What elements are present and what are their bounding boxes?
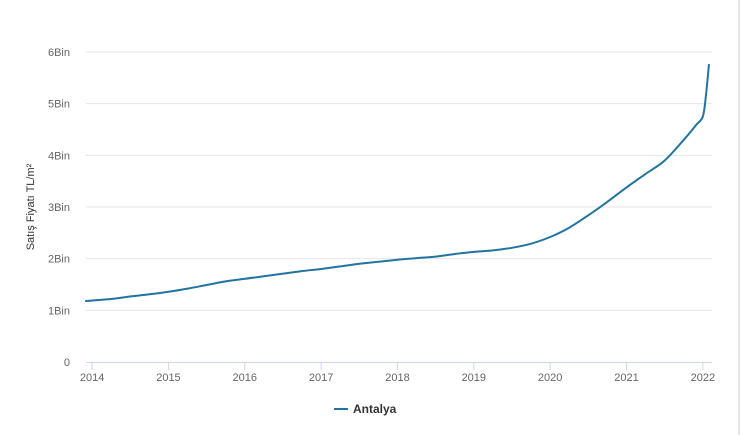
y-axis-tick-labels: 0 1Bin 2Bin 3Bin 4Bin 5Bin 6Bin [48, 47, 70, 369]
legend[interactable]: Antalya [334, 402, 397, 416]
y-tick-label: 1Bin [48, 305, 70, 317]
y-axis-label: Satış Fiyatı TL/m² [25, 163, 37, 250]
x-tick-label: 2022 [691, 372, 715, 384]
x-tick-label: 2020 [538, 372, 562, 384]
legend-label[interactable]: Antalya [353, 402, 397, 416]
x-tick-label: 2014 [80, 372, 104, 384]
x-tick-label: 2019 [462, 372, 486, 384]
y-tick-label: 3Bin [48, 202, 70, 214]
series-line-antalya[interactable] [85, 63, 710, 302]
y-tick-label: 2Bin [48, 254, 70, 266]
y-tick-label: 0 [64, 357, 70, 369]
x-tick-label: 2017 [309, 372, 333, 384]
x-tick-label: 2021 [614, 372, 638, 384]
x-axis [86, 362, 712, 370]
x-axis-tick-labels: 2014 2015 2016 2017 2018 2019 2020 2021 2022 [80, 372, 715, 384]
x-tick-label: 2016 [233, 372, 257, 384]
y-tick-label: 4Bin [48, 150, 70, 162]
series-layer [85, 63, 710, 302]
y-tick-label: 5Bin [48, 99, 70, 111]
panel-border [738, 0, 740, 435]
x-tick-label: 2018 [385, 372, 409, 384]
x-tick-label: 2015 [156, 372, 180, 384]
y-tick-label: 6Bin [48, 47, 70, 59]
gridlines [86, 51, 712, 311]
